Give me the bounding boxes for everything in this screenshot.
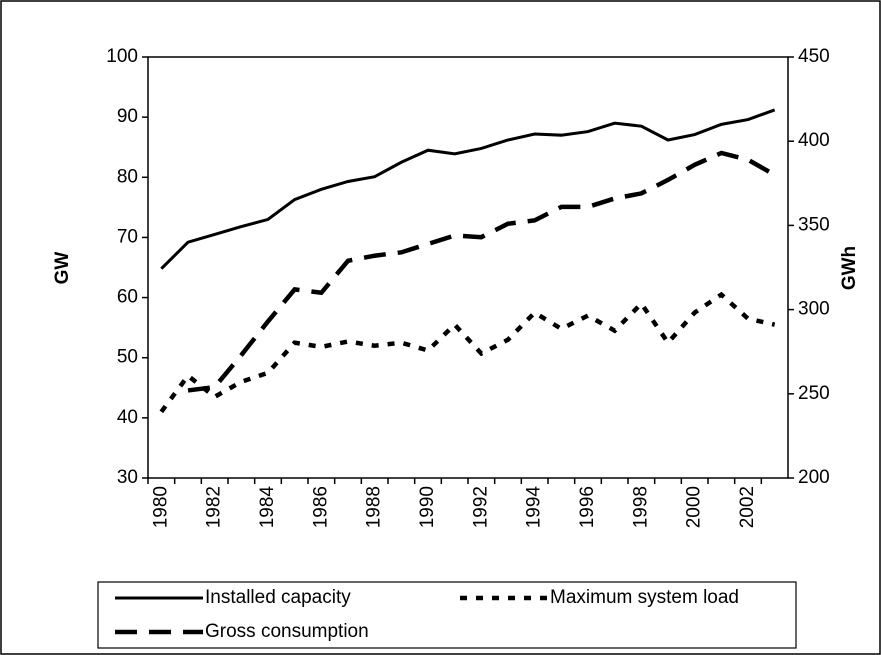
y-tick-label: 80 [117, 166, 138, 187]
x-tick-label: 1982 [204, 486, 225, 528]
x-tick-label: 1998 [630, 486, 651, 528]
series-line [160, 108, 776, 270]
x-tick-label: 2002 [737, 486, 758, 528]
y2-tick-label: 450 [798, 46, 830, 67]
y2-tick-label: 200 [798, 467, 830, 488]
x-tick-label: 1994 [524, 486, 545, 529]
x-tick-label: 1988 [364, 486, 385, 528]
y-tick-label: 30 [117, 467, 138, 488]
x-tick-label: 1996 [577, 486, 598, 528]
y2-tick-label: 250 [798, 383, 830, 404]
x-tick-label: 1986 [310, 486, 331, 528]
legend-label: Maximum system load [550, 587, 739, 608]
y-tick-label: 60 [117, 287, 138, 308]
y2-tick-label: 400 [798, 130, 830, 151]
y-tick-label: 50 [117, 347, 138, 368]
x-tick-label: 1984 [257, 486, 278, 529]
y2-tick-label: 350 [798, 214, 830, 235]
x-tick-label: 1990 [417, 486, 438, 528]
y-tick-label: 70 [117, 226, 138, 247]
y-axis-label: GW [52, 252, 73, 285]
x-tick-label: 2000 [684, 486, 705, 528]
x-tick-label: 1992 [470, 486, 491, 528]
y-tick-label: 100 [106, 46, 138, 67]
y-tick-label: 90 [117, 106, 138, 127]
y2-tick-label: 300 [798, 299, 830, 320]
y2-axis-label: GWh [839, 246, 860, 290]
series-line [187, 150, 776, 393]
y-tick-label: 40 [117, 407, 138, 428]
x-tick-label: 1980 [150, 486, 171, 528]
legend-box [97, 581, 797, 649]
legend-label: Installed capacity [205, 587, 351, 608]
legend-label: Gross consumption [205, 621, 369, 642]
series-line [159, 291, 776, 414]
